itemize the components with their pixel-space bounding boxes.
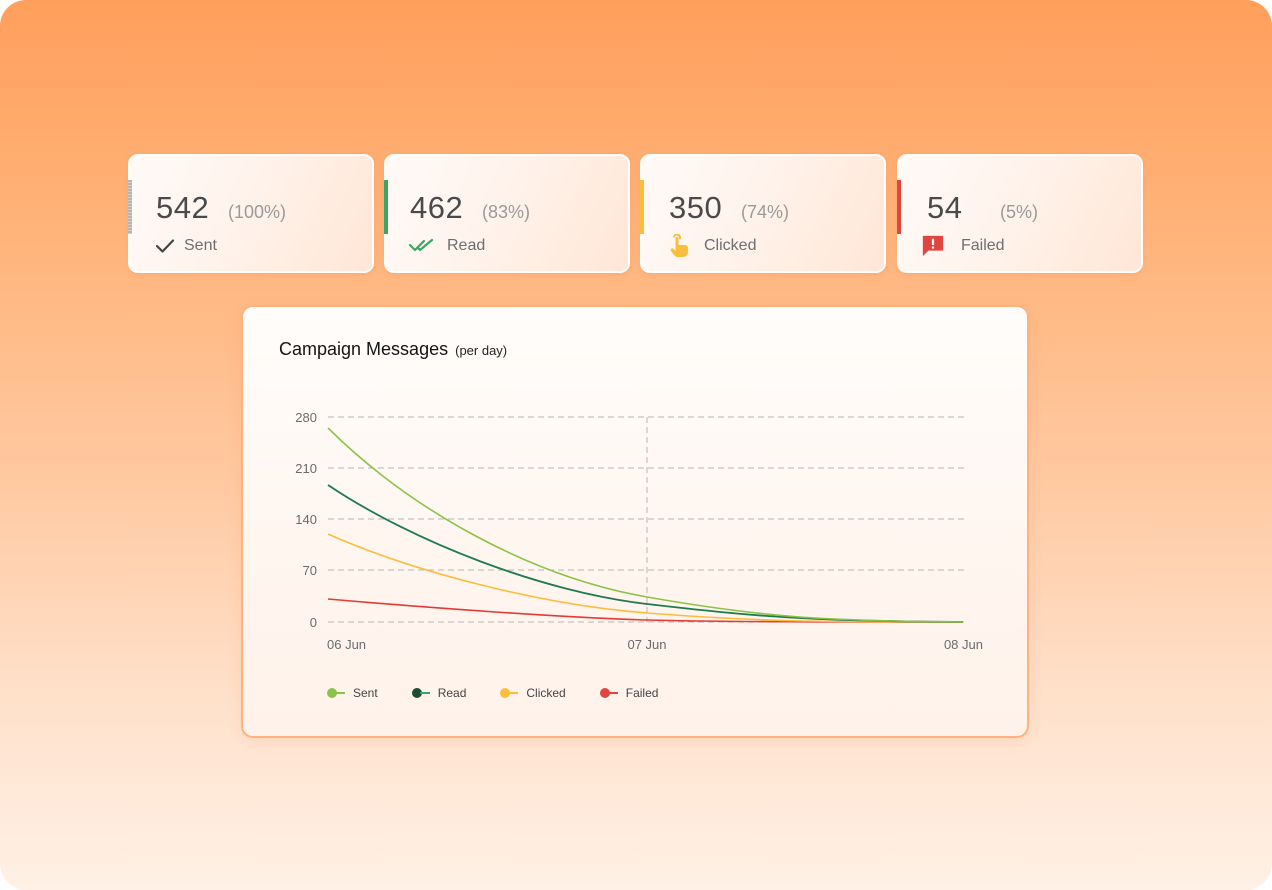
x-tick-08-jun: 08 Jun: [944, 637, 983, 652]
grid-lines: [328, 416, 965, 623]
line-chart[interactable]: 280 210 140 70 0 06 Jun 07 Jun 08 Jun: [243, 307, 1031, 740]
legend-marker-read: [411, 687, 432, 699]
chart-title-main: Campaign Messages: [279, 339, 449, 359]
chart-title: Campaign Messages (per day): [279, 339, 507, 360]
failed-accent-bar: [897, 180, 901, 234]
legend-marker-sent: [327, 687, 347, 699]
legend-item-failed[interactable]: Failed: [599, 686, 659, 700]
y-tick-70: 70: [303, 563, 317, 578]
read-percent: (83%): [482, 202, 531, 222]
sent-count: 542: [156, 190, 210, 225]
read-label: Read: [447, 237, 486, 254]
clicked-percent: (74%): [741, 202, 790, 222]
sent-accent-bar: [128, 180, 132, 234]
clicked-count: 350: [669, 190, 723, 225]
chart-title-subtitle: (per day): [455, 343, 508, 358]
sent-label: Sent: [184, 237, 217, 254]
y-tick-210: 210: [295, 461, 317, 476]
failed-percent: (5%): [1000, 202, 1039, 222]
x-axis-labels: 06 Jun 07 Jun 08 Jun: [327, 637, 983, 652]
legend-item-sent[interactable]: Sent: [327, 686, 378, 700]
legend-marker-clicked: [500, 687, 520, 699]
y-tick-140: 140: [295, 512, 317, 527]
clicked-label: Clicked: [704, 237, 757, 254]
legend-marker-failed: [599, 687, 620, 699]
stat-card-clicked[interactable]: 350 (74%) Clicked: [640, 154, 886, 273]
alert-bubble-icon: [921, 234, 945, 258]
series-clicked-line: [327, 533, 964, 623]
failed-label: Failed: [961, 237, 1005, 254]
campaign-messages-chart-card: Campaign Messages (per day) 280 210 140 …: [241, 305, 1029, 738]
series-sent-line: [327, 427, 964, 623]
legend-label-read: Read: [437, 686, 467, 700]
y-axis-labels: 280 210 140 70 0: [295, 410, 317, 630]
checkmark-icon: [153, 234, 177, 258]
legend-item-clicked[interactable]: Clicked: [500, 686, 566, 700]
sent-percent: (100%): [228, 202, 287, 222]
read-count: 462: [410, 190, 464, 225]
x-tick-07-jun: 07 Jun: [627, 637, 666, 652]
pointer-hand-icon: [667, 234, 691, 258]
stat-card-failed[interactable]: 54 (5%) Failed: [897, 154, 1143, 273]
legend-label-sent: Sent: [353, 686, 378, 700]
y-tick-280: 280: [295, 410, 317, 425]
legend-label-clicked: Clicked: [526, 686, 566, 700]
read-accent-bar: [384, 180, 388, 234]
double-check-icon: [408, 234, 436, 258]
stat-card-sent[interactable]: 542 (100%) Sent: [128, 154, 374, 273]
series-failed-line: [327, 598, 964, 623]
legend-label-failed: Failed: [625, 686, 659, 700]
legend-item-read[interactable]: Read: [411, 686, 467, 700]
failed-count: 54: [927, 190, 963, 225]
stat-card-read[interactable]: 462 (83%) Read: [384, 154, 630, 273]
chart-legend: Sent Read Clicked Failed: [327, 686, 692, 700]
clicked-accent-bar: [640, 180, 644, 234]
y-tick-0: 0: [310, 615, 317, 630]
x-tick-06-jun: 06 Jun: [327, 637, 366, 652]
